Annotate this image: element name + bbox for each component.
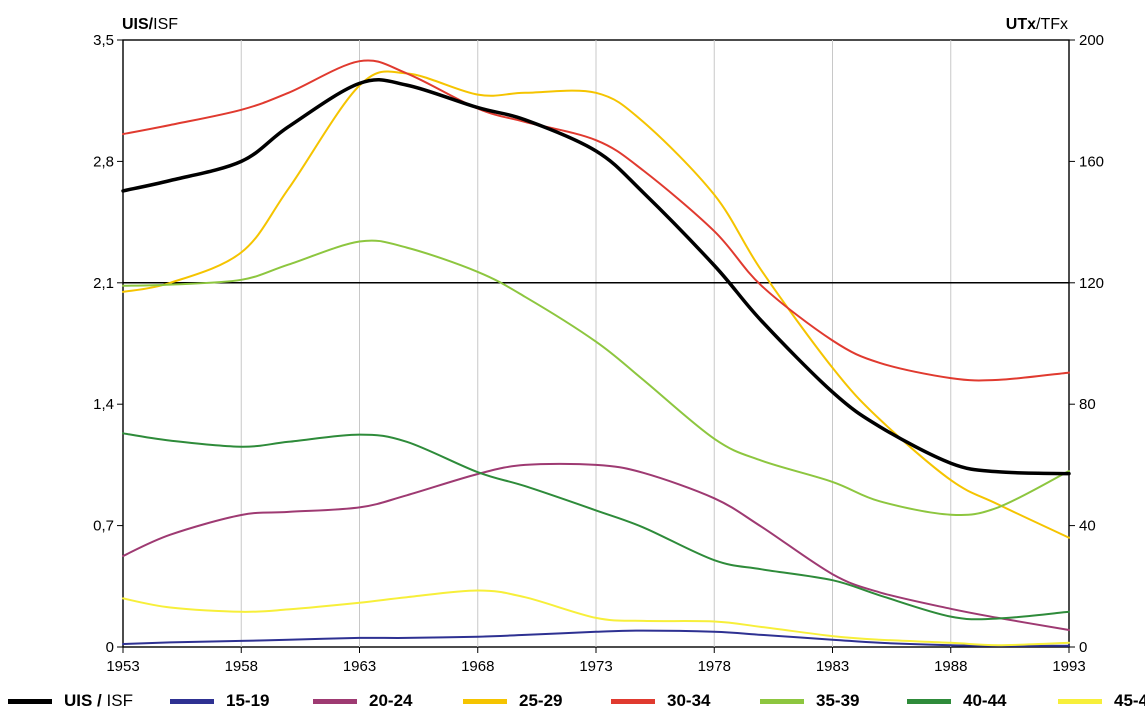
x-tick-label: 1958 [225, 658, 258, 675]
legend-swatch [1058, 698, 1102, 704]
chart: 1953 1958 1963 1968 1973 1978 1983 1988 1993 0 0,7… [93, 16, 1104, 675]
legend-label: 45-49 [1114, 691, 1145, 710]
legend-swatch [313, 698, 357, 704]
x-tick-label: 1978 [698, 658, 731, 675]
legend-swatch [463, 698, 507, 704]
legend-item: 25-29 [463, 680, 562, 722]
legend-item: 40-44 [907, 680, 1006, 722]
left-axis-title: UIS/ISF [122, 16, 178, 33]
legend-label: 25-29 [519, 691, 563, 710]
legend-swatch [170, 698, 214, 704]
left-tick-label: 0,7 [93, 518, 114, 535]
left-tick-label: 2,8 [93, 153, 114, 170]
series-line-25-29 [122, 70, 1070, 539]
legend-label: 40-44 [963, 691, 1007, 710]
right-tick-label: 40 [1079, 518, 1096, 535]
legend-item: 35-39 [760, 680, 859, 722]
series-line-15-19 [122, 629, 1070, 647]
left-tick-label: 1,4 [93, 396, 114, 413]
legend-swatch [611, 698, 655, 704]
x-tick-label: 1968 [461, 658, 494, 675]
x-tick-label: 1953 [106, 658, 139, 675]
right-tick-label: 0 [1079, 639, 1087, 656]
legend-label: 30-34 [667, 691, 711, 710]
x-tick-label: 1963 [343, 658, 376, 675]
right-axis-title-bold: UTx [1006, 16, 1036, 33]
x-tick-label: 1973 [579, 658, 612, 675]
series-line-uis-isf [121, 78, 1071, 476]
grid-lines [240, 40, 952, 647]
series-line-20-24 [122, 462, 1070, 631]
legend-item: 30-34 [611, 680, 710, 722]
tick-group: 1953 1958 1963 1968 1973 1978 1983 1988 1993 0 0,7… [93, 32, 1104, 675]
right-axis-title-normal: /TFx [1036, 16, 1068, 33]
legend-item: 45-49 [1058, 680, 1145, 722]
legend-label: 20-24 [369, 691, 413, 710]
left-axis-title-bold: UIS/ [122, 16, 154, 33]
legend-item: UIS / ISF [8, 680, 133, 722]
legend-label: 15-19 [226, 691, 270, 710]
legend-swatch [8, 698, 52, 704]
left-tick-label: 0 [106, 639, 114, 656]
legend-item: 20-24 [313, 680, 412, 722]
series-line-45-49 [122, 589, 1070, 647]
legend-label: UIS / ISF [64, 691, 133, 710]
right-tick-label: 80 [1079, 396, 1096, 413]
right-axis-title: UTx/TFx [1006, 16, 1068, 33]
legend-swatch [760, 698, 804, 704]
x-tick-label: 1983 [816, 658, 849, 675]
left-tick-label: 3,5 [93, 32, 114, 49]
series-line-40-44 [122, 432, 1070, 621]
x-tick-label: 1988 [934, 658, 967, 675]
left-tick-label: 2,1 [93, 275, 114, 292]
x-tick-label: 1993 [1052, 658, 1085, 675]
series-group [121, 59, 1071, 647]
legend-label: 35-39 [816, 691, 860, 710]
legend-swatch [907, 698, 951, 704]
right-tick-label: 120 [1079, 275, 1104, 292]
series-line-35-39 [122, 239, 1070, 517]
legend: UIS / ISF 15-19 20-24 25-29 30-34 35-39 40-44 4… [0, 680, 1145, 722]
series-line-30-34 [122, 59, 1070, 382]
right-tick-label: 160 [1079, 153, 1104, 170]
legend-item: 15-19 [170, 680, 269, 722]
right-tick-label: 200 [1079, 32, 1104, 49]
left-axis-title-normal: ISF [153, 16, 178, 33]
